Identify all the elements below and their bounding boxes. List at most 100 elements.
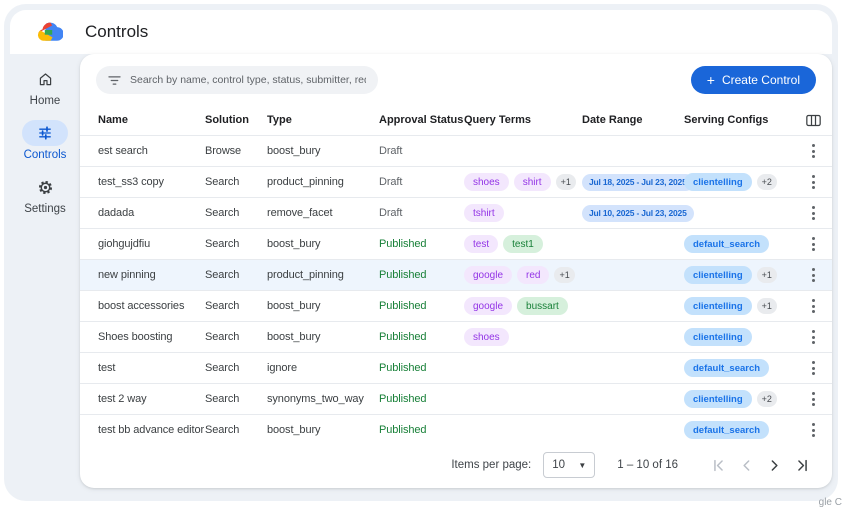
status-label: Published xyxy=(379,424,427,436)
next-page-button[interactable] xyxy=(765,456,784,475)
column-header-serving-configs[interactable]: Serving Configs xyxy=(684,114,769,126)
previous-page-button[interactable] xyxy=(737,456,756,475)
serving-configs: clientelling +2 xyxy=(684,173,794,191)
cell-solution: Search xyxy=(205,331,240,343)
query-term-chip: google xyxy=(464,266,513,284)
search-input[interactable] xyxy=(130,74,366,86)
query-term-chip: test xyxy=(464,235,499,253)
toolbar: + Create Control xyxy=(80,54,832,94)
last-page-button[interactable] xyxy=(793,456,812,475)
serving-configs: clientelling +1 xyxy=(684,266,794,284)
cell-solution: Search xyxy=(205,300,240,312)
query-terms: tshirt xyxy=(464,204,582,222)
row-menu-kebab-icon[interactable] xyxy=(806,233,821,255)
table-row[interactable]: new pinning Search product_pinning Publi… xyxy=(80,259,832,290)
date-range: Jul 18, 2025 - Jul 23, 2025 xyxy=(582,173,694,191)
controls-table-card: + Create Control Name Solution Type Appr… xyxy=(80,54,832,488)
first-page-button[interactable] xyxy=(709,456,728,475)
row-menu-kebab-icon[interactable] xyxy=(806,357,821,379)
paginator: Items per page: 10 ▼ 1 – 10 of 16 xyxy=(80,445,832,485)
cell-type: boost_bury xyxy=(267,145,321,157)
sidebar-item-home[interactable]: Home xyxy=(22,66,68,107)
table-row[interactable]: test_ss3 copy Search product_pinning Dra… xyxy=(80,166,832,197)
plus-icon: + xyxy=(706,72,715,88)
column-header-name[interactable]: Name xyxy=(98,114,128,126)
column-settings-icon[interactable] xyxy=(805,114,821,127)
row-menu-kebab-icon[interactable] xyxy=(806,264,821,286)
serving-config-chip: +2 xyxy=(756,391,777,407)
column-header-type[interactable]: Type xyxy=(267,114,292,126)
table-row[interactable]: test Search ignore Published default_sea… xyxy=(80,352,832,383)
cell-type: boost_bury xyxy=(267,300,321,312)
status-label: Draft xyxy=(379,207,403,219)
row-menu-kebab-icon[interactable] xyxy=(806,419,821,441)
table-body: est search Browse boost_bury Draft test_… xyxy=(80,135,832,445)
row-menu-kebab-icon[interactable] xyxy=(806,295,821,317)
column-header-date-range[interactable]: Date Range xyxy=(582,114,643,126)
table-row[interactable]: giohgujdfiu Search boost_bury Published … xyxy=(80,228,832,259)
query-term-chip: bussart xyxy=(517,297,568,315)
status-label: Published xyxy=(379,331,427,343)
cell-name: dadada xyxy=(98,207,135,219)
cell-type: ignore xyxy=(267,362,297,374)
sidebar-item-settings[interactable]: Settings xyxy=(22,174,68,215)
cell-solution: Search xyxy=(205,362,240,374)
sidebar-item-controls[interactable]: Controls xyxy=(22,120,68,161)
filter-list-icon xyxy=(108,75,121,86)
query-terms: google bussart xyxy=(464,297,582,315)
row-menu-kebab-icon[interactable] xyxy=(806,326,821,348)
create-control-button[interactable]: + Create Control xyxy=(690,66,816,94)
cell-solution: Search xyxy=(205,269,240,281)
row-menu-kebab-icon[interactable] xyxy=(806,202,821,224)
table-row[interactable]: dadada Search remove_facet Draft tshirt … xyxy=(80,197,832,228)
column-header-solution[interactable]: Solution xyxy=(205,114,249,126)
row-menu-kebab-icon[interactable] xyxy=(806,171,821,193)
cell-solution: Search xyxy=(205,238,240,250)
serving-config-chip: clientelling xyxy=(684,328,752,346)
table-header-row: Name Solution Type Approval Status Query… xyxy=(80,105,832,135)
table-row[interactable]: est search Browse boost_bury Draft xyxy=(80,135,832,166)
table-row[interactable]: test bb advance editor Search boost_bury… xyxy=(80,414,832,445)
serving-config-chip: clientelling xyxy=(684,297,752,315)
home-icon xyxy=(22,66,68,92)
serving-config-chip: default_search xyxy=(684,421,770,439)
cell-type: remove_facet xyxy=(267,207,333,219)
table-row[interactable]: Shoes boosting Search boost_bury Publish… xyxy=(80,321,832,352)
row-menu-kebab-icon[interactable] xyxy=(806,140,821,162)
cell-name: test bb advance editor xyxy=(98,424,205,436)
table-row[interactable]: test 2 way Search synonyms_two_way Publi… xyxy=(80,383,832,414)
app-window: Controls Home Controls xyxy=(4,4,838,501)
serving-config-chip: +2 xyxy=(756,174,777,190)
cell-solution: Search xyxy=(205,393,240,405)
cell-type: product_pinning xyxy=(267,269,344,281)
watermark-text: gle C xyxy=(818,497,842,508)
page-size-select[interactable]: 10 ▼ xyxy=(543,452,596,478)
cell-type: boost_bury xyxy=(267,331,321,343)
date-range: Jul 10, 2025 - Jul 23, 2025 xyxy=(582,204,694,222)
cell-name: giohgujdfiu xyxy=(98,238,151,250)
tune-icon xyxy=(22,120,68,146)
status-label: Published xyxy=(379,269,427,281)
cell-solution: Browse xyxy=(205,145,242,157)
top-header: Controls xyxy=(10,10,832,54)
cell-name: test 2 way xyxy=(98,393,147,405)
cell-name: test_ss3 copy xyxy=(98,176,164,188)
query-term-chip: google xyxy=(464,297,513,315)
page-range-label: 1 – 10 of 16 xyxy=(617,459,678,471)
serving-configs: default_search xyxy=(684,359,794,377)
column-header-approval-status[interactable]: Approval Status xyxy=(379,114,464,126)
cell-name: est search xyxy=(98,145,148,157)
serving-config-chip: default_search xyxy=(684,359,770,377)
status-label: Published xyxy=(379,238,427,250)
query-terms: shoes xyxy=(464,328,582,346)
table-row[interactable]: boost accessories Search boost_bury Publ… xyxy=(80,290,832,321)
serving-config-chip: +1 xyxy=(756,298,777,314)
row-menu-kebab-icon[interactable] xyxy=(806,388,821,410)
serving-configs: default_search xyxy=(684,421,794,439)
query-term-chip: tshirt xyxy=(464,204,504,222)
cell-name: boost accessories xyxy=(98,300,185,312)
date-range-chip: Jul 18, 2025 - Jul 23, 2025 xyxy=(582,173,694,191)
column-header-query-terms[interactable]: Query Terms xyxy=(464,114,532,126)
sidebar: Home Controls Settings xyxy=(10,54,80,228)
search-bar[interactable] xyxy=(96,66,378,94)
